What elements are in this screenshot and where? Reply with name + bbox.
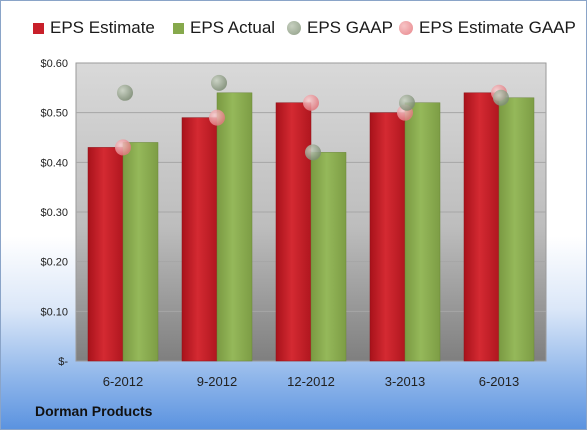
bar-eps-actual	[122, 142, 159, 362]
legend-item-eps-estimate: EPS Estimate	[33, 15, 155, 41]
legend-item-eps-gaap: EPS GAAP	[287, 15, 393, 41]
point-eps-gaap	[399, 94, 415, 111]
legend-item-eps-estimate-gaap: EPS Estimate GAAP	[399, 15, 576, 41]
bar-eps-estimate	[369, 112, 406, 362]
legend-swatch-eps-gaap	[287, 21, 301, 35]
y-tick-label: $-	[58, 356, 68, 368]
bar-eps-estimate	[275, 102, 312, 362]
point-eps-gaap	[305, 144, 321, 161]
bar-eps-estimate	[181, 117, 218, 362]
legend: EPS Estimate EPS Actual EPS GAAP EPS Est…	[1, 15, 586, 41]
point-eps-estimate-gaap	[115, 139, 131, 156]
bar-eps-estimate	[463, 92, 500, 362]
point-eps-estimate-gaap	[303, 94, 319, 111]
legend-swatch-eps-actual	[173, 22, 184, 34]
company-name: Dorman Products	[35, 403, 153, 419]
legend-swatch-eps-estimate	[33, 22, 44, 34]
y-tick-label: $0.10	[40, 306, 68, 318]
y-tick-label: $0.40	[40, 157, 68, 169]
y-tick-label: $0.60	[40, 58, 68, 70]
x-tick-label: 3-2013	[385, 374, 425, 389]
point-eps-gaap	[493, 89, 509, 106]
x-tick-label: 12-2012	[287, 374, 335, 389]
bar-eps-estimate	[87, 147, 124, 362]
x-tick-label: 6-2012	[103, 374, 143, 389]
legend-label-eps-gaap: EPS GAAP	[307, 18, 393, 37]
bar-eps-actual	[216, 92, 253, 362]
legend-label-eps-estimate: EPS Estimate	[50, 18, 155, 37]
legend-item-eps-actual: EPS Actual	[173, 15, 275, 41]
y-tick-label: $0.50	[40, 108, 68, 120]
x-tick-label: 9-2012	[197, 374, 237, 389]
point-eps-gaap	[117, 84, 133, 101]
eps-chart: $- $0.10 $0.20 $0.30 $0.40 $0.50 $0.60 6-2012 9…	[40, 58, 547, 389]
bar-eps-actual	[498, 97, 535, 362]
legend-label-eps-estimate-gaap: EPS Estimate GAAP	[419, 18, 576, 37]
legend-label-eps-actual: EPS Actual	[190, 18, 276, 37]
legend-swatch-eps-estimate-gaap	[399, 21, 413, 35]
point-eps-gaap	[211, 74, 227, 91]
y-tick-label: $0.20	[40, 257, 68, 269]
x-tick-label: 6-2013	[479, 374, 519, 389]
bar-eps-actual	[310, 152, 347, 362]
bar-eps-actual	[404, 102, 441, 362]
point-eps-estimate-gaap	[209, 109, 225, 126]
y-tick-label: $0.30	[40, 207, 68, 219]
